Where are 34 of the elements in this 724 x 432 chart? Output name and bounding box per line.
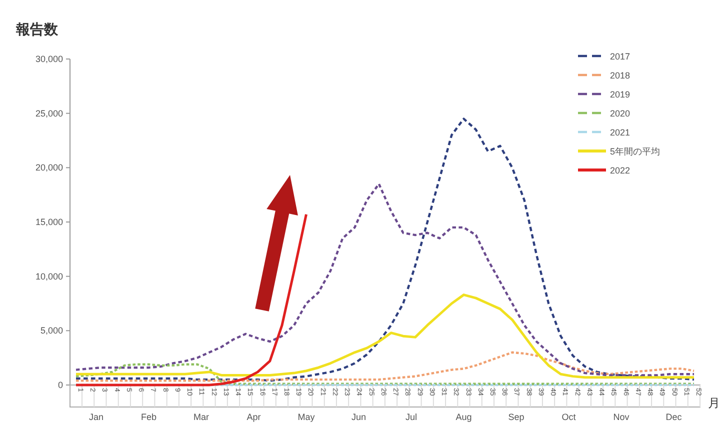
line-series <box>74 182 696 376</box>
line-series <box>74 118 696 382</box>
text: Oct <box>562 412 576 422</box>
legend-label: 2019 <box>610 90 630 100</box>
x-axis-title: 月 <box>708 396 720 410</box>
y-tick-label: 25,000 <box>35 108 63 118</box>
line-series <box>74 294 696 379</box>
y-axis-title: 報告数 <box>15 21 59 37</box>
text: Nov <box>613 412 630 422</box>
y-tick-label: 10,000 <box>35 271 63 282</box>
text: Jun <box>351 412 366 422</box>
legend-label: 2018 <box>610 70 630 80</box>
text: Apr <box>246 412 261 422</box>
text: Jan <box>88 412 104 422</box>
text: Mar <box>194 412 209 422</box>
text: Aug <box>456 412 472 422</box>
y-tick-label: 15,000 <box>35 217 63 227</box>
line-series <box>74 351 696 382</box>
y-tick-label: 20,000 <box>35 162 63 173</box>
y-tick-label: 30,000 <box>35 54 63 64</box>
y-tick-label: 5,000 <box>40 326 63 336</box>
y-tick-label: 0 <box>58 380 63 390</box>
text: May <box>298 412 316 422</box>
text: Jul <box>405 412 418 422</box>
legend-label: 2017 <box>610 52 630 62</box>
legend-label: 5年間の平均 <box>610 146 660 156</box>
legend-label: 2022 <box>610 166 630 176</box>
legend-label: 2021 <box>610 128 630 138</box>
text: Sep <box>508 412 524 422</box>
line-series <box>74 363 696 386</box>
text: Dec <box>666 412 682 422</box>
line-series <box>74 213 308 386</box>
text: Feb <box>140 412 157 422</box>
legend-label: 2020 <box>610 108 630 118</box>
